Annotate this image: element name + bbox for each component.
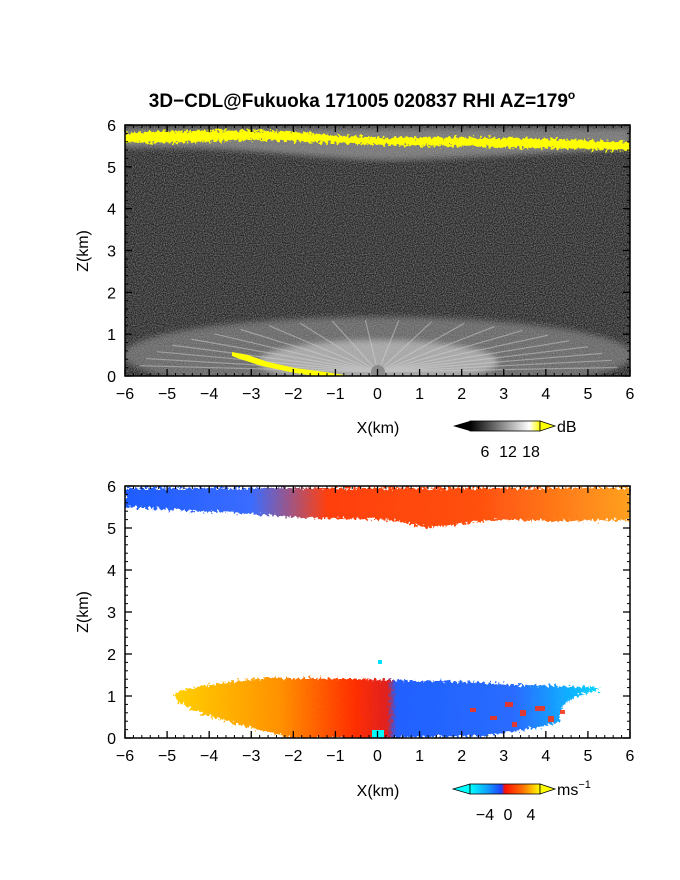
radial-streak bbox=[377, 346, 588, 373]
colorbar-velocity: ms−1 −4 0 4 bbox=[451, 779, 591, 824]
x-tick-label: 6 bbox=[626, 748, 635, 765]
y-tick-label: 5 bbox=[107, 521, 116, 538]
x-tick-label: 0 bbox=[373, 386, 382, 403]
x-tick-label: 4 bbox=[541, 748, 550, 765]
radial-streak bbox=[191, 338, 379, 373]
y-tick-label: 1 bbox=[107, 327, 116, 344]
axes-1: −6 −5 −4 −3 −2 −1 0 1 2 3 4 5 6 0 1 2 3 4 5 6 bbox=[107, 118, 634, 403]
radial-streak bbox=[268, 325, 379, 373]
radial-streak bbox=[139, 365, 379, 373]
radial-streak bbox=[240, 328, 379, 373]
colorbar-reflectivity: dB 6 12 18 bbox=[453, 419, 577, 461]
y-tick-label: 1 bbox=[107, 689, 116, 706]
velocity-field bbox=[125, 488, 630, 738]
radial-streak bbox=[299, 322, 379, 373]
x-axis-label-1: X(km) bbox=[357, 420, 400, 437]
x-tick-label: 0 bbox=[373, 748, 382, 765]
x-tick-label: 6 bbox=[626, 386, 635, 403]
radial-streak bbox=[377, 352, 603, 373]
y-tick-label: 3 bbox=[107, 605, 116, 622]
y-axis-label-2: Z(km) bbox=[75, 591, 92, 633]
x-tick-label: 1 bbox=[415, 748, 424, 765]
x-axis-label-2: X(km) bbox=[357, 783, 400, 800]
y-tick-label: 2 bbox=[107, 647, 116, 664]
radial-streak bbox=[377, 329, 523, 373]
x-tick-label: −1 bbox=[326, 748, 344, 765]
radial-streak bbox=[214, 333, 379, 373]
reflectivity-field bbox=[125, 125, 630, 376]
y-axis-label-1: Z(km) bbox=[75, 230, 92, 272]
x-tick-label: −6 bbox=[116, 748, 134, 765]
colorbar-tick-label: −4 bbox=[476, 807, 494, 824]
x-tick-label: −1 bbox=[326, 386, 344, 403]
radial-streak bbox=[377, 319, 400, 373]
colorbar-tick-label: 6 bbox=[481, 444, 490, 461]
x-tick-label: −4 bbox=[200, 748, 218, 765]
radial-streak bbox=[377, 325, 495, 373]
colorbar-unit-1: dB bbox=[557, 419, 577, 436]
colorbar-unit-2: ms−1 bbox=[557, 779, 591, 799]
y-tick-label: 6 bbox=[107, 479, 116, 496]
chart-title: 3D−CDL@Fukuoka 171005 020837 RHI AZ=179o bbox=[149, 88, 576, 112]
x-tick-label: −5 bbox=[158, 386, 176, 403]
y-tick-label: 3 bbox=[107, 244, 116, 261]
x-tick-label: 5 bbox=[583, 386, 592, 403]
radial-streak bbox=[377, 322, 465, 373]
velocity-speckles bbox=[470, 702, 565, 727]
radial-streak bbox=[377, 359, 612, 373]
x-tick-label: −2 bbox=[284, 386, 302, 403]
x-tick-label: −4 bbox=[200, 386, 218, 403]
y-tick-label: 2 bbox=[107, 285, 116, 302]
x-tick-label: −5 bbox=[158, 748, 176, 765]
y-tick-label: 5 bbox=[107, 160, 116, 177]
colorbar-tick-label: 12 bbox=[499, 444, 517, 461]
radial-streak bbox=[172, 344, 379, 373]
y-tick-label: 6 bbox=[107, 118, 116, 135]
radial-streak bbox=[331, 320, 379, 373]
x-tick-label: −2 bbox=[284, 748, 302, 765]
axes-2: −6 −5 −4 −3 −2 −1 0 1 2 3 4 5 6 0 1 2 3 4 5 6 bbox=[107, 479, 634, 765]
x-tick-label: 4 bbox=[541, 386, 550, 403]
radial-streak bbox=[377, 320, 433, 373]
colorbar-tick-label: 18 bbox=[522, 444, 540, 461]
panel-velocity: −6 −5 −4 −3 −2 −1 0 1 2 3 4 5 6 0 1 2 3 4 5 6 X(km) Z(km) m… bbox=[75, 479, 635, 824]
x-tick-label: 3 bbox=[499, 748, 508, 765]
radial-streak bbox=[364, 319, 379, 373]
x-tick-label: −3 bbox=[242, 386, 260, 403]
y-tick-label: 4 bbox=[107, 563, 116, 580]
colorbar-tick-label: 4 bbox=[527, 807, 536, 824]
y-tick-label: 0 bbox=[107, 731, 116, 748]
x-tick-label: 2 bbox=[457, 748, 466, 765]
x-tick-label: 1 bbox=[415, 386, 424, 403]
radial-streak bbox=[377, 340, 570, 373]
y-tick-label: 0 bbox=[107, 369, 116, 386]
radial-streak bbox=[377, 334, 548, 373]
x-tick-label: 5 bbox=[583, 748, 592, 765]
y-tick-label: 4 bbox=[107, 202, 116, 219]
x-tick-label: 2 bbox=[457, 386, 466, 403]
x-tick-label: −6 bbox=[116, 386, 134, 403]
x-tick-label: 3 bbox=[499, 386, 508, 403]
x-tick-label: −3 bbox=[242, 748, 260, 765]
colorbar-tick-label: 0 bbox=[504, 807, 513, 824]
radial-streak bbox=[377, 366, 618, 373]
